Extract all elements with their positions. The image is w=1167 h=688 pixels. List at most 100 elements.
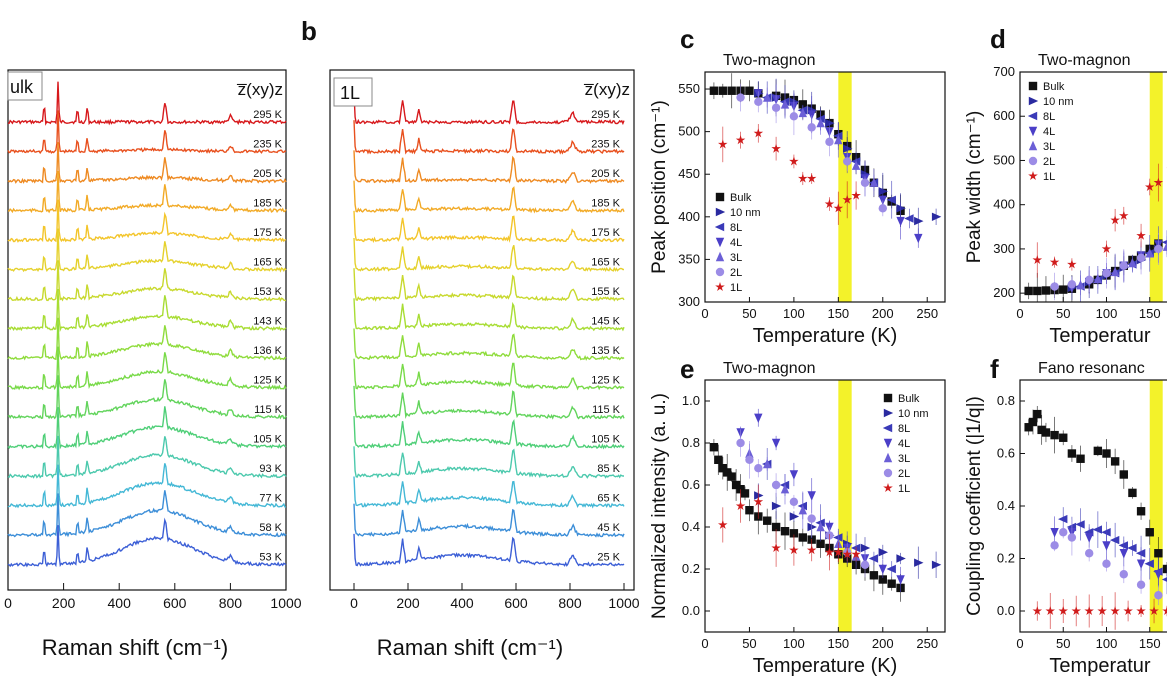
panel-a-geometry: z̅(xy)z (237, 80, 283, 99)
temperature-label: 205 K (591, 168, 620, 180)
data-point (718, 139, 728, 149)
data-point (763, 458, 772, 469)
x-tick-label: 0 (701, 306, 708, 321)
panel-title: Two-magnon (723, 360, 816, 377)
spectrum-trace (353, 446, 624, 479)
data-point (869, 571, 879, 580)
data-point (816, 521, 825, 532)
data-point (771, 438, 781, 449)
data-point (807, 491, 816, 501)
data-point (771, 501, 782, 511)
x-tick-label: 250 (916, 306, 938, 321)
temperature-label: 93 K (259, 463, 282, 475)
spectrum-trace (7, 199, 287, 243)
data-point (1162, 241, 1167, 251)
panel-letter: c (680, 24, 694, 54)
temperature-label: 165 K (591, 257, 620, 269)
x-tick-label: 100 (783, 306, 805, 321)
data-point (771, 543, 781, 552)
spectrum-trace (7, 110, 287, 155)
legend-entry: 1L (1043, 171, 1055, 183)
y-tick-label: 500 (678, 124, 700, 139)
legend-entry: Bulk (898, 393, 920, 405)
data-point (771, 522, 781, 532)
data-point (1067, 280, 1077, 289)
data-point (886, 195, 896, 204)
panel-d: d Two-magnon 0 50 100 150 200 300 400 500 600 700 Te… (964, 24, 1167, 347)
data-point (780, 527, 790, 536)
plot-area (709, 72, 942, 302)
x-tick-label: 250 (916, 636, 938, 651)
spectrum-trace (7, 490, 287, 538)
series-1l (718, 124, 861, 225)
series-1l (1032, 592, 1167, 630)
data-point (754, 491, 764, 500)
data-point (789, 112, 799, 121)
data-point (931, 212, 942, 221)
spectrum-trace (7, 170, 287, 214)
data-point (1059, 285, 1068, 294)
data-point (1102, 449, 1111, 458)
data-point (1028, 126, 1038, 137)
y-axis-label: Peak position (cm⁻¹) (649, 100, 670, 274)
x-tick-label: 800 (219, 595, 243, 611)
data-point (1097, 606, 1107, 615)
data-point (815, 114, 825, 124)
spectrum-trace (7, 142, 287, 184)
temperature-label: 45 K (597, 522, 620, 534)
data-point (789, 470, 799, 480)
legend-entry: 4L (1043, 126, 1055, 138)
data-point (1067, 533, 1077, 542)
panel-b-letter: b (301, 16, 317, 46)
data-point (798, 533, 807, 542)
data-point (1161, 577, 1167, 582)
temperature-label: 125 K (591, 375, 620, 387)
data-point (1136, 230, 1146, 240)
spectrum-trace (7, 81, 287, 126)
data-point (1076, 280, 1085, 290)
temperature-label: 145 K (591, 316, 620, 328)
y-tick-label: 0.4 (682, 519, 700, 534)
data-point (1119, 210, 1129, 220)
spectrum-trace (7, 435, 287, 479)
data-point (753, 128, 764, 138)
spectrum-trace (353, 150, 625, 184)
y-tick-label: 350 (678, 251, 700, 266)
temperature-label: 58 K (259, 522, 282, 534)
legend-entry: Bulk (730, 192, 752, 204)
data-point (715, 192, 725, 202)
panel-title: Two-magnon (723, 52, 816, 69)
panel-b-x-ticks: 0 200 400 600 800 1000 (350, 583, 640, 611)
data-point (771, 143, 781, 153)
temperature-label: 155 K (591, 286, 620, 298)
data-point (806, 545, 817, 555)
data-point (1028, 156, 1038, 166)
data-point (780, 484, 790, 494)
data-point (1128, 488, 1137, 498)
legend: Bulk 10 nm 8L 4L 3L 2L 1L (714, 192, 761, 294)
data-point (798, 107, 807, 118)
data-point (736, 485, 745, 494)
x-tick-label: 200 (52, 595, 76, 611)
y-axis-label: Peak width (cm⁻¹) (964, 111, 985, 264)
data-point (731, 480, 741, 490)
data-point (1145, 248, 1154, 258)
legend: Bulk 10 nm 8L 4L 3L 2L 1L (1027, 81, 1074, 183)
spectrum-trace (7, 260, 287, 302)
data-point (807, 522, 817, 532)
panel-letter: e (680, 354, 694, 384)
data-point (833, 203, 844, 213)
y-axis-label: Normalized intensity (a. u.) (649, 393, 670, 619)
series-bulk (709, 439, 905, 602)
data-point (1149, 606, 1159, 615)
panel-a: 295 K 235 K 205 K 185 K 175 K 165 K 153 K 143 K… (4, 69, 302, 660)
panel-letter: f (990, 354, 999, 384)
data-point (1033, 286, 1042, 296)
data-point (834, 134, 843, 145)
data-point (754, 97, 763, 107)
temperature-label: 136 K (253, 345, 282, 357)
legend-entry: 10 nm (898, 408, 929, 420)
data-point (860, 543, 871, 553)
spectrum-trace (7, 228, 287, 273)
